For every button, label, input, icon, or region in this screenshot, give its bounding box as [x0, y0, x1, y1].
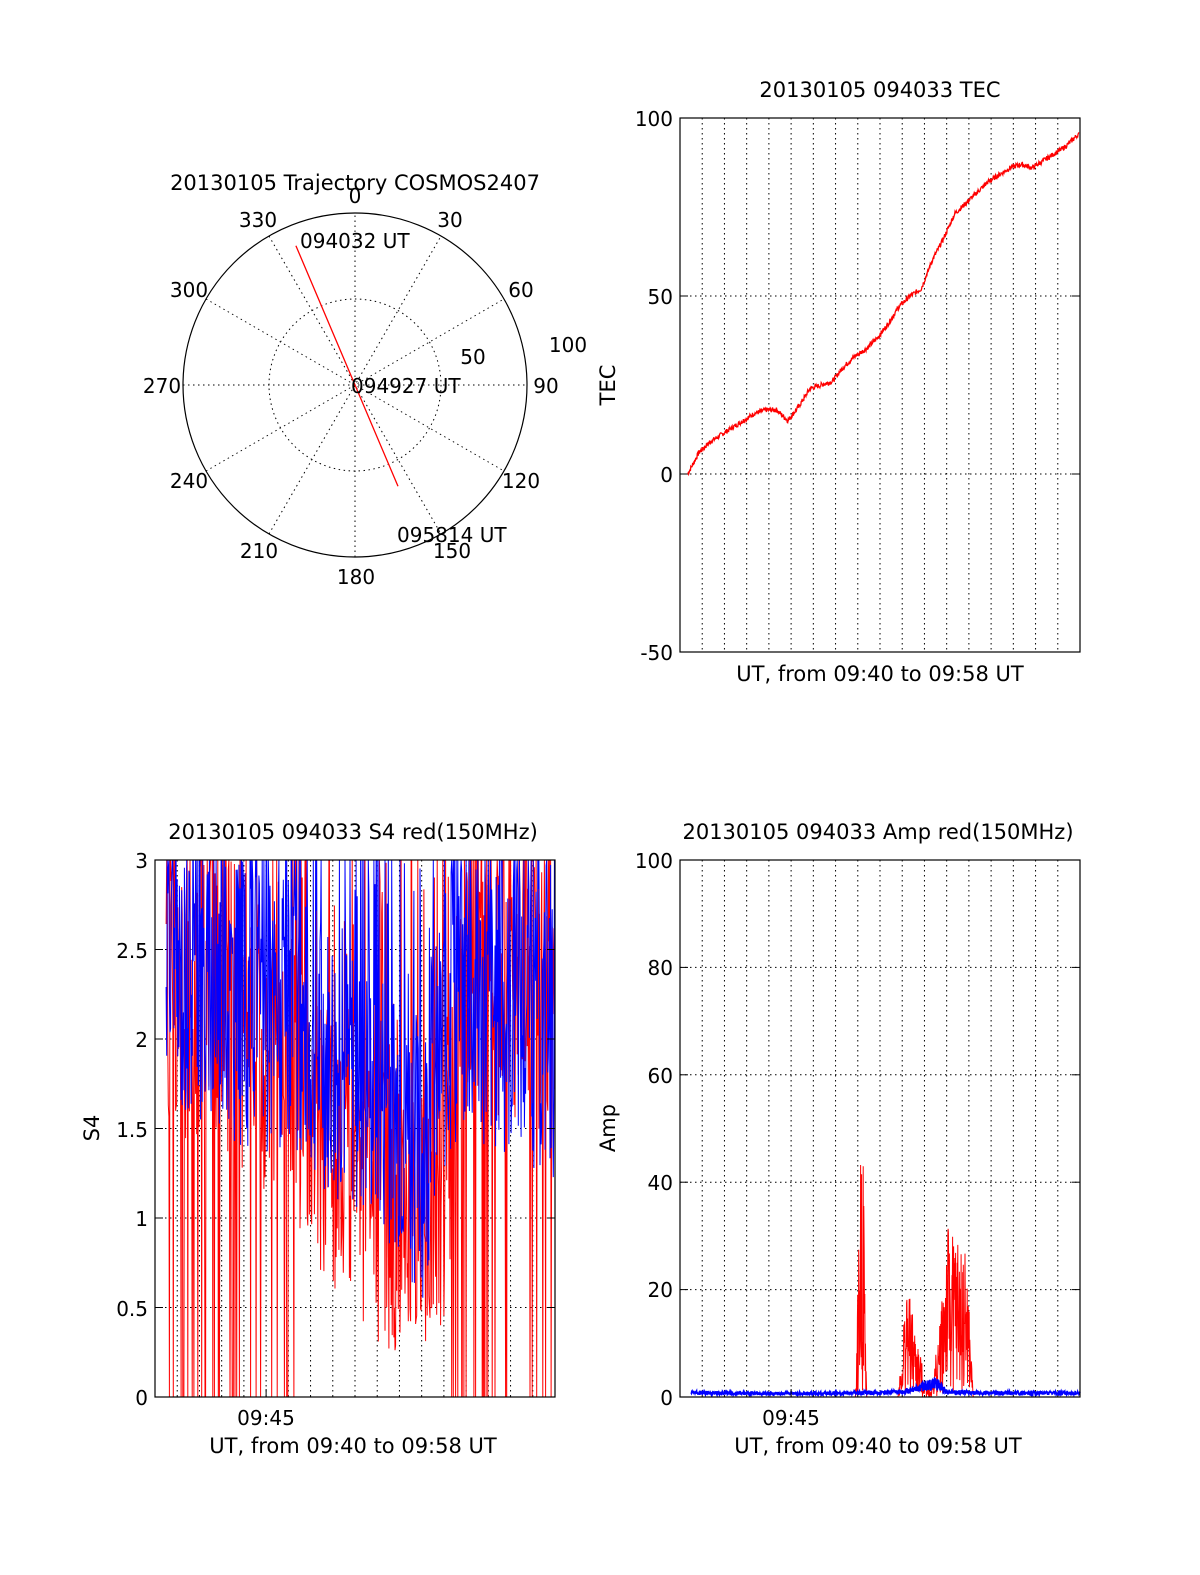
time-label-end: 095814 UT: [397, 523, 507, 547]
s4-ytick-label: 2: [135, 1028, 148, 1052]
s4-y-axis-label: S4: [80, 1115, 104, 1142]
amp-ytick-label: 60: [648, 1064, 673, 1088]
amp-y-axis-label: Amp: [596, 1104, 620, 1152]
amp-ytick-label: 40: [648, 1171, 673, 1195]
amp-ytick-label: 0: [660, 1386, 673, 1410]
tec-ytick-label: 0: [660, 463, 673, 487]
tec-ytick-label: -50: [640, 641, 673, 665]
s4-ytick-label: 2.5: [116, 939, 148, 963]
s4-y-ticks: [155, 859, 555, 1398]
azimuth-label-180: 180: [337, 565, 375, 589]
azimuth-label-60: 60: [508, 278, 533, 302]
s4-ytick-label: 1.5: [116, 1118, 148, 1142]
s4-chart: 20130105 094033 S4 red(150MHz) 0 0.5 1 1…: [80, 820, 556, 1458]
time-label-start: 094032 UT: [300, 229, 410, 253]
time-label-mid: 094927 UT: [351, 374, 461, 398]
s4-ytick-label: 0.5: [116, 1297, 148, 1321]
azimuth-label-90: 90: [533, 374, 558, 398]
azimuth-label-270: 270: [143, 374, 181, 398]
tec-x-axis-label: UT, from 09:40 to 09:58 UT: [736, 662, 1024, 686]
tec-ytick-label: 50: [648, 285, 673, 309]
radial-label-100: 100: [549, 333, 587, 357]
azimuth-label-30: 30: [437, 208, 462, 232]
tec-y-axis-label: TEC: [596, 365, 620, 407]
polar-chart: 20130105 Trajectory COSMOS2407 0 30 60 9…: [143, 171, 587, 589]
tec-title: 20130105 094033 TEC: [759, 78, 1000, 102]
s4-ytick-label: 0: [135, 1386, 148, 1410]
s4-series: [165, 859, 556, 1398]
amp-x-axis-label: UT, from 09:40 to 09:58 UT: [734, 1434, 1022, 1458]
amp-plot-frame: [679, 859, 1081, 1398]
amp-ytick-label: 100: [635, 849, 673, 873]
tec-series-line: [687, 132, 1080, 477]
s4-ytick-label: 3: [135, 849, 148, 873]
tec-gridlines: [680, 118, 1080, 652]
amp-xtick-label: 09:45: [762, 1406, 820, 1430]
s4-xtick-label: 09:45: [237, 1406, 295, 1430]
azimuth-label-150: 150: [433, 539, 471, 563]
amp-ytick-label: 80: [648, 956, 673, 980]
s4-title: 20130105 094033 S4 red(150MHz): [168, 820, 538, 844]
amp-gridlines: [680, 860, 1080, 1397]
tec-ytick-label: 100: [635, 107, 673, 131]
amp-y-ticks: [680, 859, 1080, 1398]
azimuth-label-330: 330: [239, 208, 277, 232]
azimuth-label-300: 300: [170, 278, 208, 302]
amp-blue-line: [690, 1377, 1081, 1398]
polar-inner-circle: [268, 298, 442, 472]
tec-chart: 20130105 094033 TEC -50 0 50 100 TEC UT,…: [596, 78, 1081, 686]
s4-x-axis-label: UT, from 09:40 to 09:58 UT: [209, 1434, 497, 1458]
azimuth-label-120: 120: [502, 469, 540, 493]
amp-red-line: [691, 1164, 1080, 1398]
tec-plot-frame: [679, 117, 1081, 653]
amp-series: [690, 1164, 1081, 1398]
polar-azimuth-labels: 0 30 60 90 120 150 180 210 240 270 300 3…: [143, 184, 559, 589]
polar-title: 20130105 Trajectory COSMOS2407: [170, 171, 540, 195]
radial-label-50: 50: [460, 345, 485, 369]
azimuth-label-0: 0: [349, 184, 362, 208]
trajectory-line: [295, 245, 399, 487]
azimuth-label-240: 240: [170, 469, 208, 493]
amp-title: 20130105 094033 Amp red(150MHz): [682, 820, 1073, 844]
amp-chart: 20130105 094033 Amp red(150MHz) 0 20 40 …: [596, 820, 1081, 1458]
tec-y-ticks: [680, 117, 1080, 653]
amp-ytick-label: 20: [648, 1278, 673, 1302]
azimuth-label-210: 210: [240, 539, 278, 563]
s4-ytick-label: 1: [135, 1207, 148, 1231]
